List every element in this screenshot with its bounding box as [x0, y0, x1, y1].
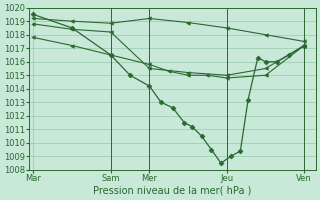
X-axis label: Pression niveau de la mer( hPa ): Pression niveau de la mer( hPa )	[93, 186, 252, 196]
